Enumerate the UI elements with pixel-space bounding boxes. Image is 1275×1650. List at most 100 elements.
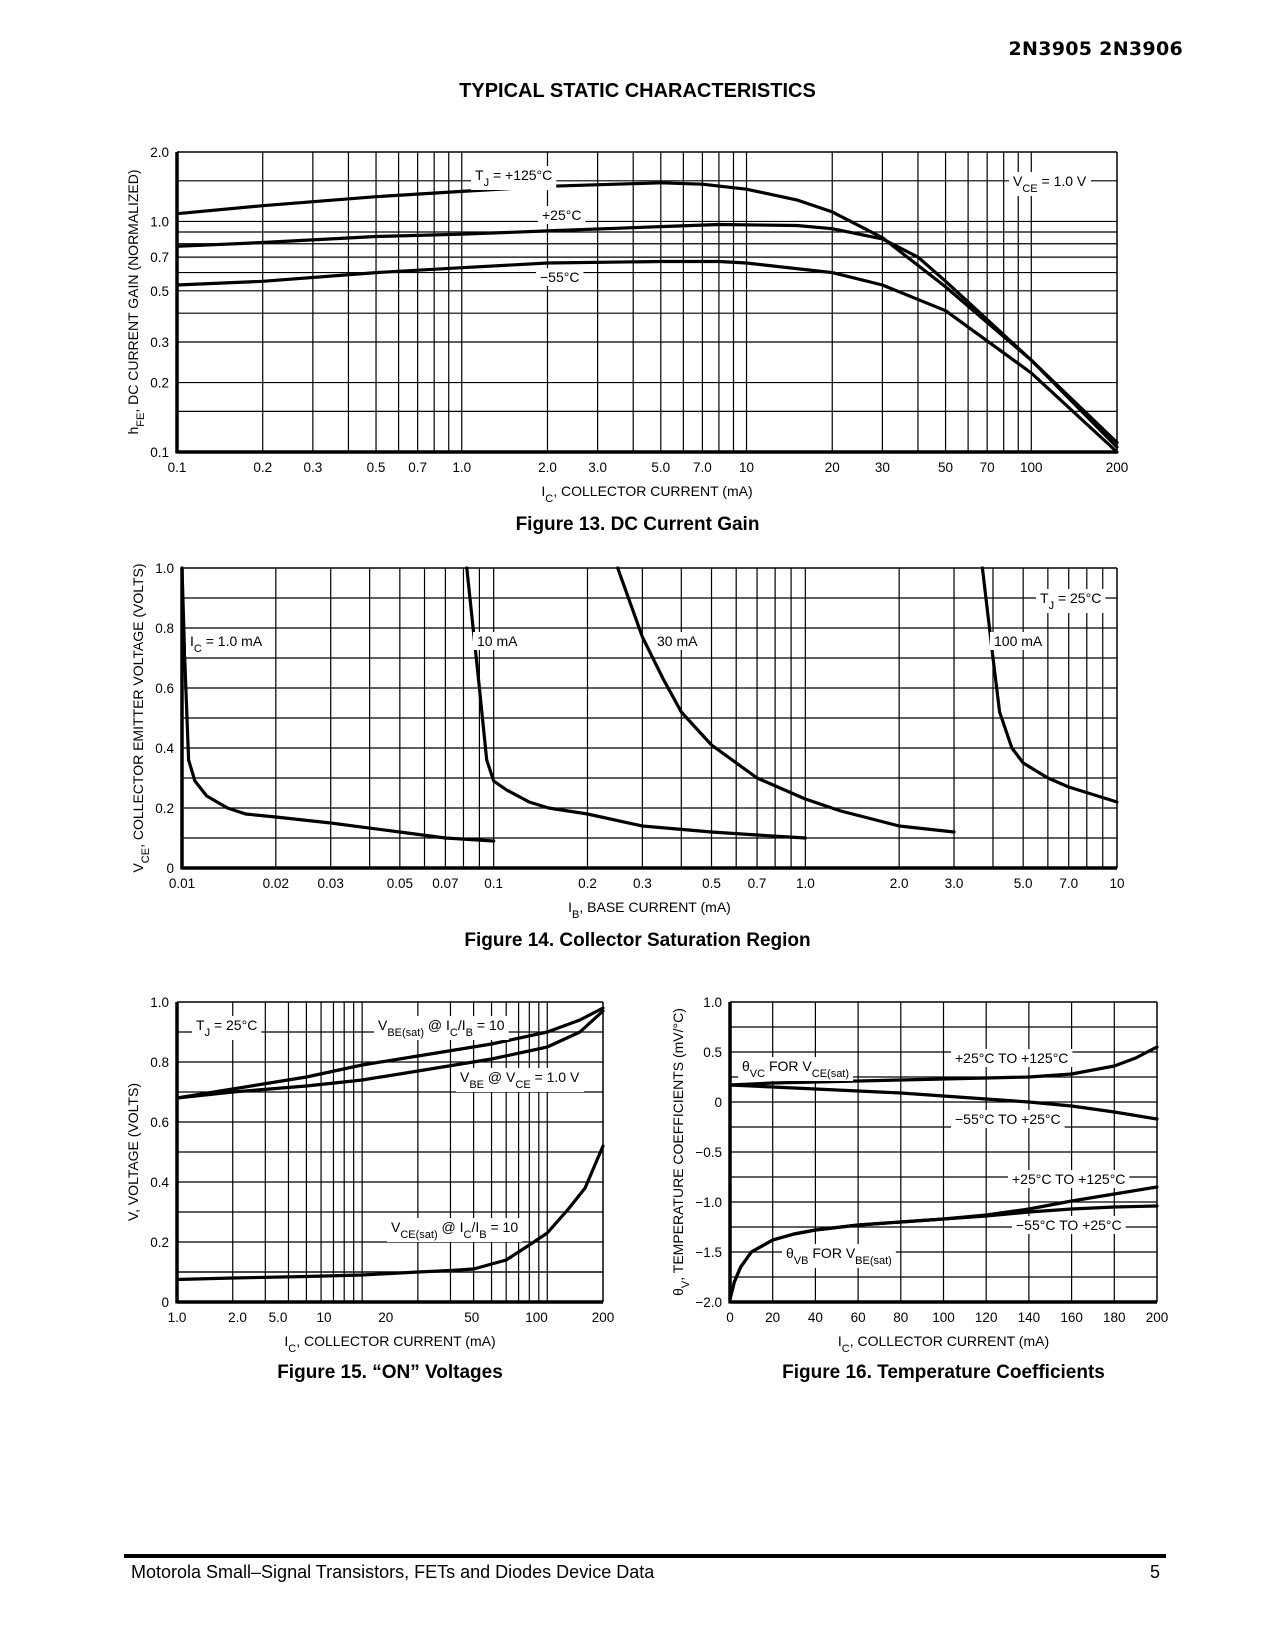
y-tick-label: 0.2	[150, 1235, 169, 1250]
footer-text: Motorola Small–Signal Transistors, FETs …	[131, 1562, 655, 1582]
annotation-label: 100 mA	[994, 633, 1043, 649]
fig16-chart: −2.0 −1.5 −1.0 −0.5 0 0.5 1.0 0 20 40 60 80 100 120 14…	[670, 995, 1168, 1355]
x-tick-label: 50	[464, 1310, 479, 1325]
series-line	[728, 1083, 1159, 1121]
annotation-background	[951, 1110, 1065, 1128]
x-tick-label: 0.02	[263, 876, 289, 891]
y-tick-label: 2.0	[150, 145, 169, 160]
annotation-label: TJ = 25°C	[1040, 590, 1101, 612]
x-tick-label: 0.7	[748, 876, 767, 891]
annotation-label: VCE = 1.0 V	[1013, 173, 1087, 195]
x-tick-label: 1.0	[796, 876, 815, 891]
x-tick-label: 2.0	[538, 460, 557, 475]
series-line	[175, 1144, 605, 1282]
series-line	[175, 1009, 605, 1100]
y-tick-label: 0.6	[155, 681, 174, 696]
annotation-label: VBE @ VCE = 1.0 V	[460, 1069, 580, 1091]
x-tick-label: 2.0	[890, 876, 909, 891]
series-line	[180, 566, 496, 843]
annotation-label: θVB FOR VBE(sat)	[786, 1245, 892, 1267]
x-tick-label: 200	[1146, 1310, 1169, 1325]
y-tick-label: 0	[714, 1095, 722, 1110]
x-tick-label: 80	[893, 1310, 908, 1325]
x-tick-label: 3.0	[588, 460, 607, 475]
y-tick-label: 0.8	[155, 621, 174, 636]
annotation-background	[473, 632, 523, 650]
x-tick-label: 20	[765, 1310, 780, 1325]
y-tick-label: −1.0	[695, 1195, 722, 1210]
x-tick-label: 0.05	[387, 876, 413, 891]
series-line	[175, 259, 1119, 454]
annotation-background	[538, 206, 586, 224]
x-tick-label: 0.03	[318, 876, 344, 891]
x-tick-label: 5.0	[651, 460, 670, 475]
y-tick-label: 1.0	[150, 214, 169, 229]
annotation-label: 30 mA	[657, 633, 698, 649]
fig15-chart: 0 0.2 0.4 0.6 0.8 1.0 1.0 2.0 5.0 10 20 50 100 200 IC,…	[125, 995, 614, 1355]
y-tick-label: 0.7	[150, 250, 169, 265]
series-line	[175, 181, 1119, 445]
annotation-background	[782, 1244, 896, 1268]
annotation-label: −55°C TO +25°C	[955, 1111, 1061, 1127]
fig13-chart: 0.1 0.2 0.3 0.5 0.7 1.0 2.0 0.1 0.2 0.3 0.5 0.7 1.0 2…	[125, 145, 1128, 505]
annotation-background	[990, 632, 1047, 650]
series-line	[616, 566, 956, 834]
x-tick-label: 0.2	[578, 876, 597, 891]
y-tick-label: 0.2	[155, 801, 174, 816]
y-tick-label: 0.8	[150, 1055, 169, 1070]
annotation-label: 10 mA	[477, 633, 518, 649]
x-tick-label: 10	[1109, 876, 1124, 891]
annotation-background	[1008, 1170, 1130, 1188]
annotation-background	[471, 166, 557, 190]
y-tick-label: 1.0	[703, 995, 722, 1010]
x-tick-label: 0	[726, 1310, 734, 1325]
y-tick-label: 0.1	[150, 445, 169, 460]
y-tick-label: −1.5	[695, 1245, 722, 1260]
x-tick-label: 0.07	[432, 876, 458, 891]
series-line	[728, 1204, 1159, 1301]
x-tick-label: 0.5	[367, 460, 386, 475]
annotation-label: θVC FOR VCE(sat)	[742, 1058, 849, 1080]
x-tick-label: 200	[592, 1310, 615, 1325]
x-axis-label: IC, COLLECTOR CURRENT (mA)	[541, 483, 752, 505]
x-tick-label: 180	[1103, 1310, 1126, 1325]
annotation-background	[1009, 172, 1091, 196]
annotation-label: VCE(sat) @ IC/IB = 10	[391, 1219, 518, 1241]
x-tick-label: 160	[1060, 1310, 1083, 1325]
x-tick-label: 30	[875, 460, 890, 475]
y-tick-label: 0.6	[150, 1115, 169, 1130]
x-tick-label: 7.0	[1059, 876, 1078, 891]
page-number: 5	[1149, 1562, 1160, 1582]
x-tick-label: 0.1	[168, 460, 187, 475]
figure-16-caption: Figure 16. Temperature Coefficients	[782, 1362, 1105, 1383]
x-tick-label: 100	[932, 1310, 955, 1325]
annotation-label: −55°C TO +25°C	[1016, 1217, 1122, 1233]
x-tick-label: 20	[378, 1310, 393, 1325]
y-tick-label: −2.0	[695, 1295, 722, 1310]
x-axis-label: IC, COLLECTOR CURRENT (mA)	[838, 1333, 1049, 1355]
x-tick-label: 2.0	[228, 1310, 247, 1325]
x-tick-label: 20	[825, 460, 840, 475]
x-axis-label: IB, BASE CURRENT (mA)	[568, 899, 731, 921]
y-tick-label: 0	[161, 1295, 169, 1310]
y-tick-label: 0.2	[150, 376, 169, 391]
x-tick-label: 10	[316, 1310, 331, 1325]
x-axis-label: IC, COLLECTOR CURRENT (mA)	[284, 1333, 495, 1355]
annotation-label: +25°C TO +125°C	[1012, 1171, 1125, 1187]
fig14-chart: 0 0.2 0.4 0.6 0.8 1.0 0.01 0.02 0.03 0.05 0.07 0.1 0…	[130, 561, 1125, 921]
x-tick-label: 0.2	[253, 460, 272, 475]
y-axis-label: V, VOLTAGE (VOLTS)	[125, 1083, 141, 1221]
x-tick-label: 140	[1018, 1310, 1041, 1325]
y-tick-label: 0.3	[150, 335, 169, 350]
x-tick-label: 100	[1020, 460, 1043, 475]
annotation-background	[1012, 1216, 1126, 1234]
x-tick-label: 0.1	[484, 876, 503, 891]
annotation-label: +25°C TO +125°C	[955, 1050, 1068, 1066]
x-tick-label: 200	[1106, 460, 1129, 475]
x-tick-label: 70	[980, 460, 995, 475]
annotation-background	[387, 1218, 523, 1242]
x-tick-label: 0.01	[169, 876, 195, 891]
figure-13-caption: Figure 13. DC Current Gain	[515, 514, 760, 535]
x-tick-label: 50	[938, 460, 953, 475]
